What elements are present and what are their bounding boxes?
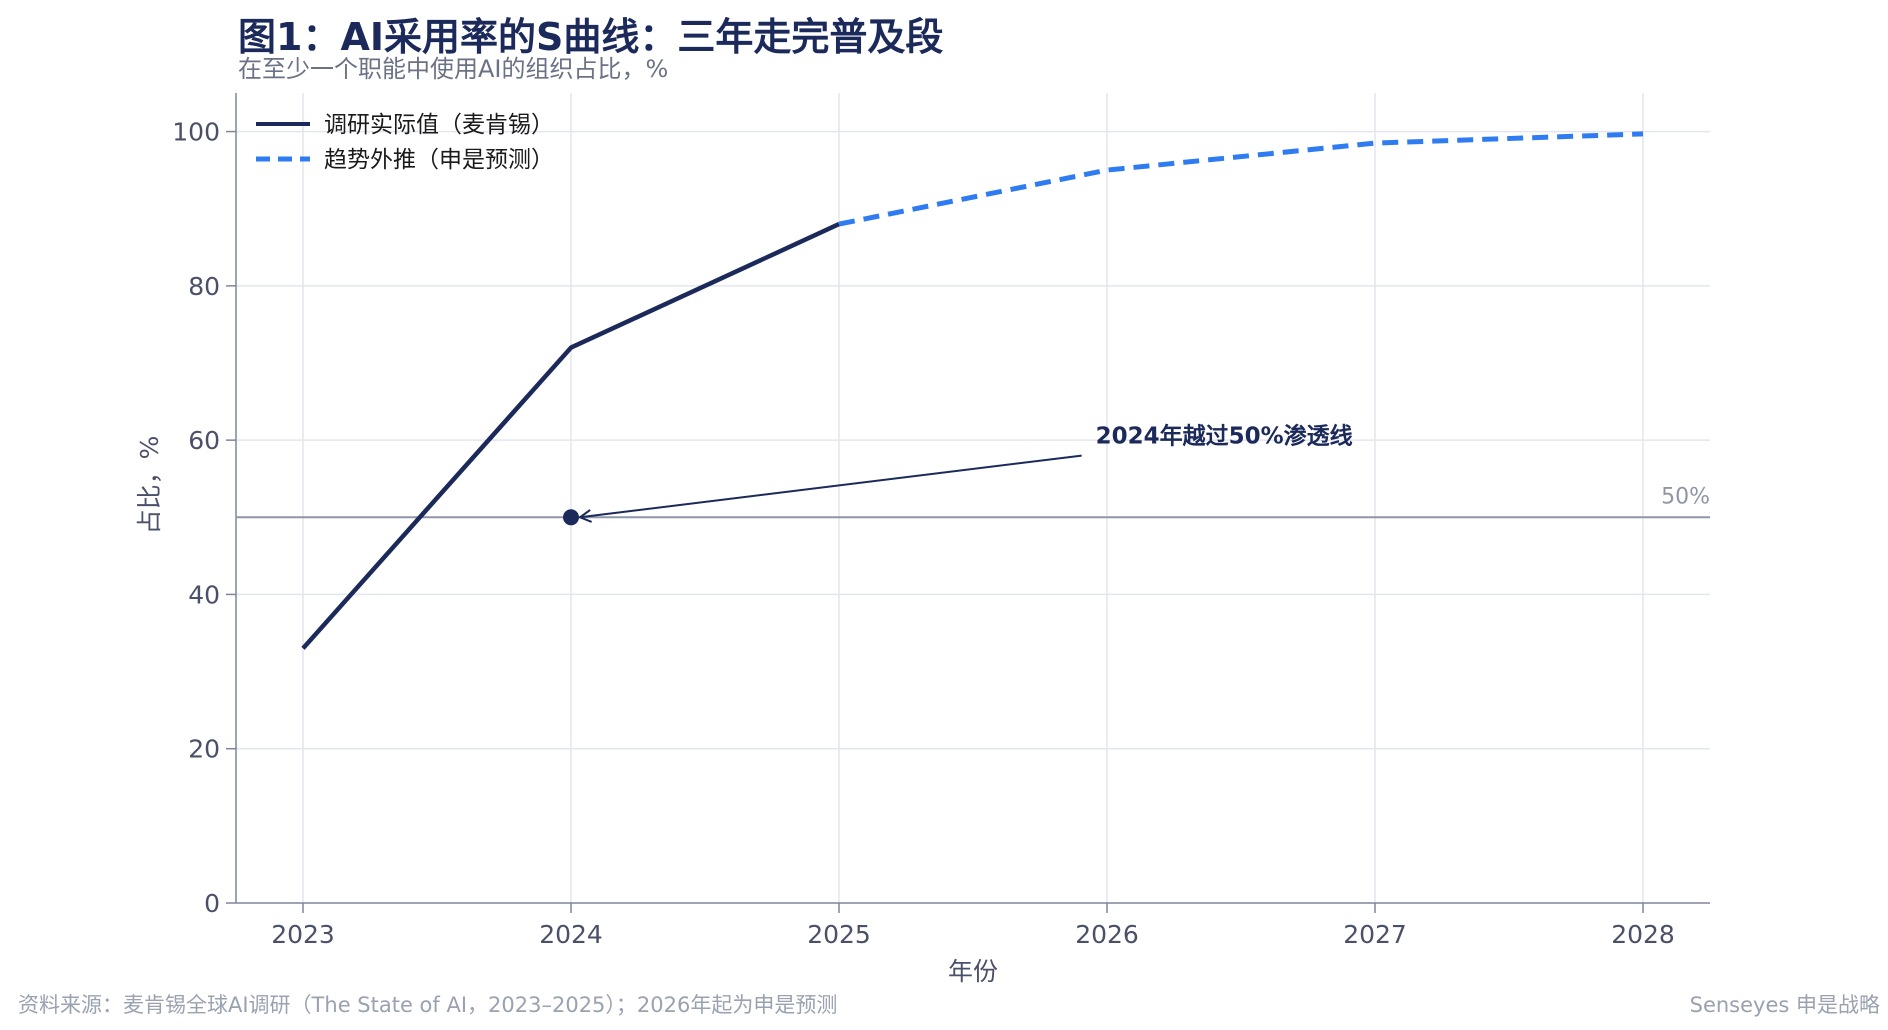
annotation-point: [563, 509, 579, 526]
source-note: 资料来源：麦肯锡全球AI调研（The State of AI，2023–2025…: [18, 993, 837, 1017]
y-tick-label: 100: [172, 118, 220, 147]
y-tick-label: 80: [188, 272, 220, 301]
grid-lines: [236, 93, 1710, 903]
reference-line-label: 50%: [1661, 484, 1710, 509]
series-forecast-line: [838, 131, 1644, 227]
x-tick-label: 2026: [1075, 920, 1139, 949]
annotation-text: 2024年越过50%渗透线: [1096, 423, 1353, 450]
x-axis-label: 年份: [948, 957, 998, 986]
x-tick-label: 2024: [539, 920, 603, 949]
y-axis-label: 占比，%: [135, 436, 164, 535]
brand-label: Senseyes 申是战略: [1690, 993, 1880, 1017]
x-tick-label: 2025: [807, 920, 871, 949]
x-tick-label: 2028: [1611, 920, 1675, 949]
y-tick-label: 0: [204, 889, 220, 918]
legend-label-forecast: 趋势外推（申是预测）: [324, 147, 554, 173]
y-tick-label: 20: [188, 735, 220, 764]
y-tick-label: 60: [188, 426, 220, 455]
x-ticks: 2023 2024 2025 2026 2027 2028: [271, 903, 1675, 949]
x-tick-label: 2023: [271, 920, 335, 949]
chart-subtitle: 在至少一个职能中使用AI的组织占比，%: [238, 55, 668, 83]
axes: [235, 93, 1710, 904]
y-tick-label: 40: [188, 580, 220, 609]
x-tick-label: 2027: [1343, 920, 1407, 949]
annotation: 2024年越过50%渗透线: [563, 423, 1353, 526]
annotation-arrow: [580, 454, 1082, 518]
series-actual-line: [301, 222, 840, 650]
y-ticks: 0 20 40 60 80 100: [172, 118, 236, 918]
legend-label-actual: 调研实际值（麦肯锡）: [324, 112, 554, 138]
chart-title: 图1：AI采用率的S曲线：三年走完普及段: [238, 15, 943, 59]
legend: 调研实际值（麦肯锡） 趋势外推（申是预测）: [256, 112, 554, 173]
series: [301, 131, 1644, 650]
